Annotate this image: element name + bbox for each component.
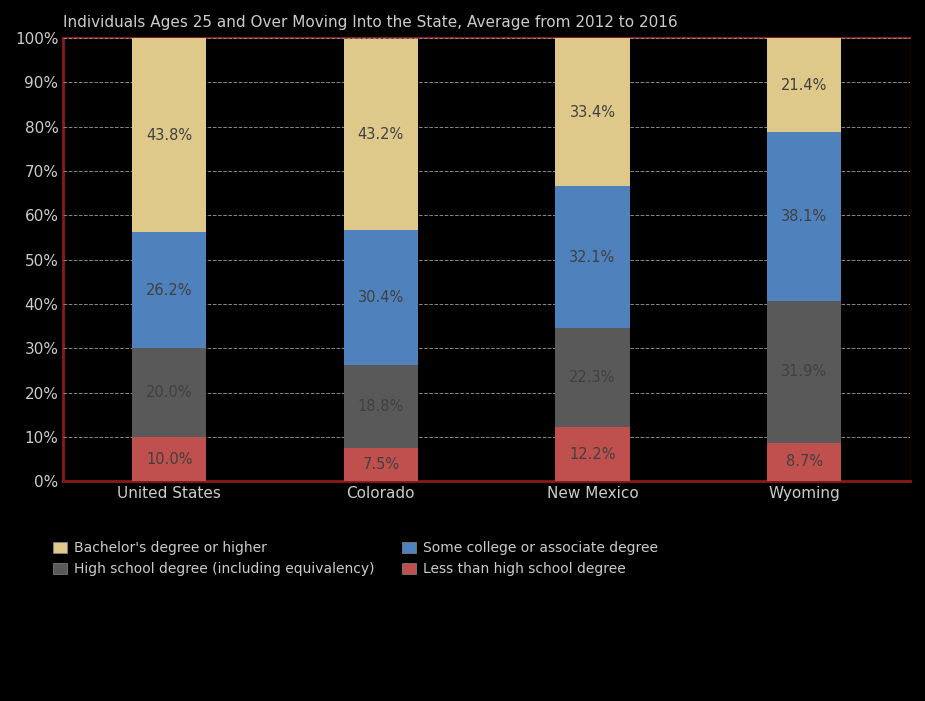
Bar xyxy=(132,232,206,348)
Text: 31.9%: 31.9% xyxy=(781,365,827,379)
Bar xyxy=(767,301,841,442)
Bar xyxy=(767,38,841,132)
Text: 12.2%: 12.2% xyxy=(569,447,616,462)
Text: 43.2%: 43.2% xyxy=(358,127,404,142)
Legend: Bachelor's degree or higher, High school degree (including equivalency), Some co: Bachelor's degree or higher, High school… xyxy=(54,541,659,576)
Text: 18.8%: 18.8% xyxy=(358,399,404,414)
Bar xyxy=(556,186,630,328)
Bar xyxy=(132,437,206,481)
Text: 10.0%: 10.0% xyxy=(146,451,192,467)
Text: 21.4%: 21.4% xyxy=(781,78,827,93)
Bar xyxy=(767,132,841,301)
Bar xyxy=(344,230,418,365)
Bar xyxy=(556,328,630,427)
Text: 38.1%: 38.1% xyxy=(781,210,827,224)
Bar xyxy=(132,38,206,232)
Bar xyxy=(556,427,630,481)
Text: 33.4%: 33.4% xyxy=(570,104,615,120)
Text: 8.7%: 8.7% xyxy=(785,454,822,470)
Bar xyxy=(344,365,418,448)
Bar xyxy=(344,448,418,481)
Text: 20.0%: 20.0% xyxy=(146,385,192,400)
Text: 7.5%: 7.5% xyxy=(363,457,400,472)
Text: 32.1%: 32.1% xyxy=(570,250,616,265)
Text: 26.2%: 26.2% xyxy=(146,283,192,298)
Text: Individuals Ages 25 and Over Moving Into the State, Average from 2012 to 2016: Individuals Ages 25 and Over Moving Into… xyxy=(63,15,678,30)
Bar xyxy=(132,348,206,437)
Text: 30.4%: 30.4% xyxy=(358,290,404,305)
Bar xyxy=(344,39,418,230)
Text: 43.8%: 43.8% xyxy=(146,128,192,142)
Bar xyxy=(767,442,841,481)
Text: 22.3%: 22.3% xyxy=(569,370,616,386)
Bar xyxy=(556,38,630,186)
